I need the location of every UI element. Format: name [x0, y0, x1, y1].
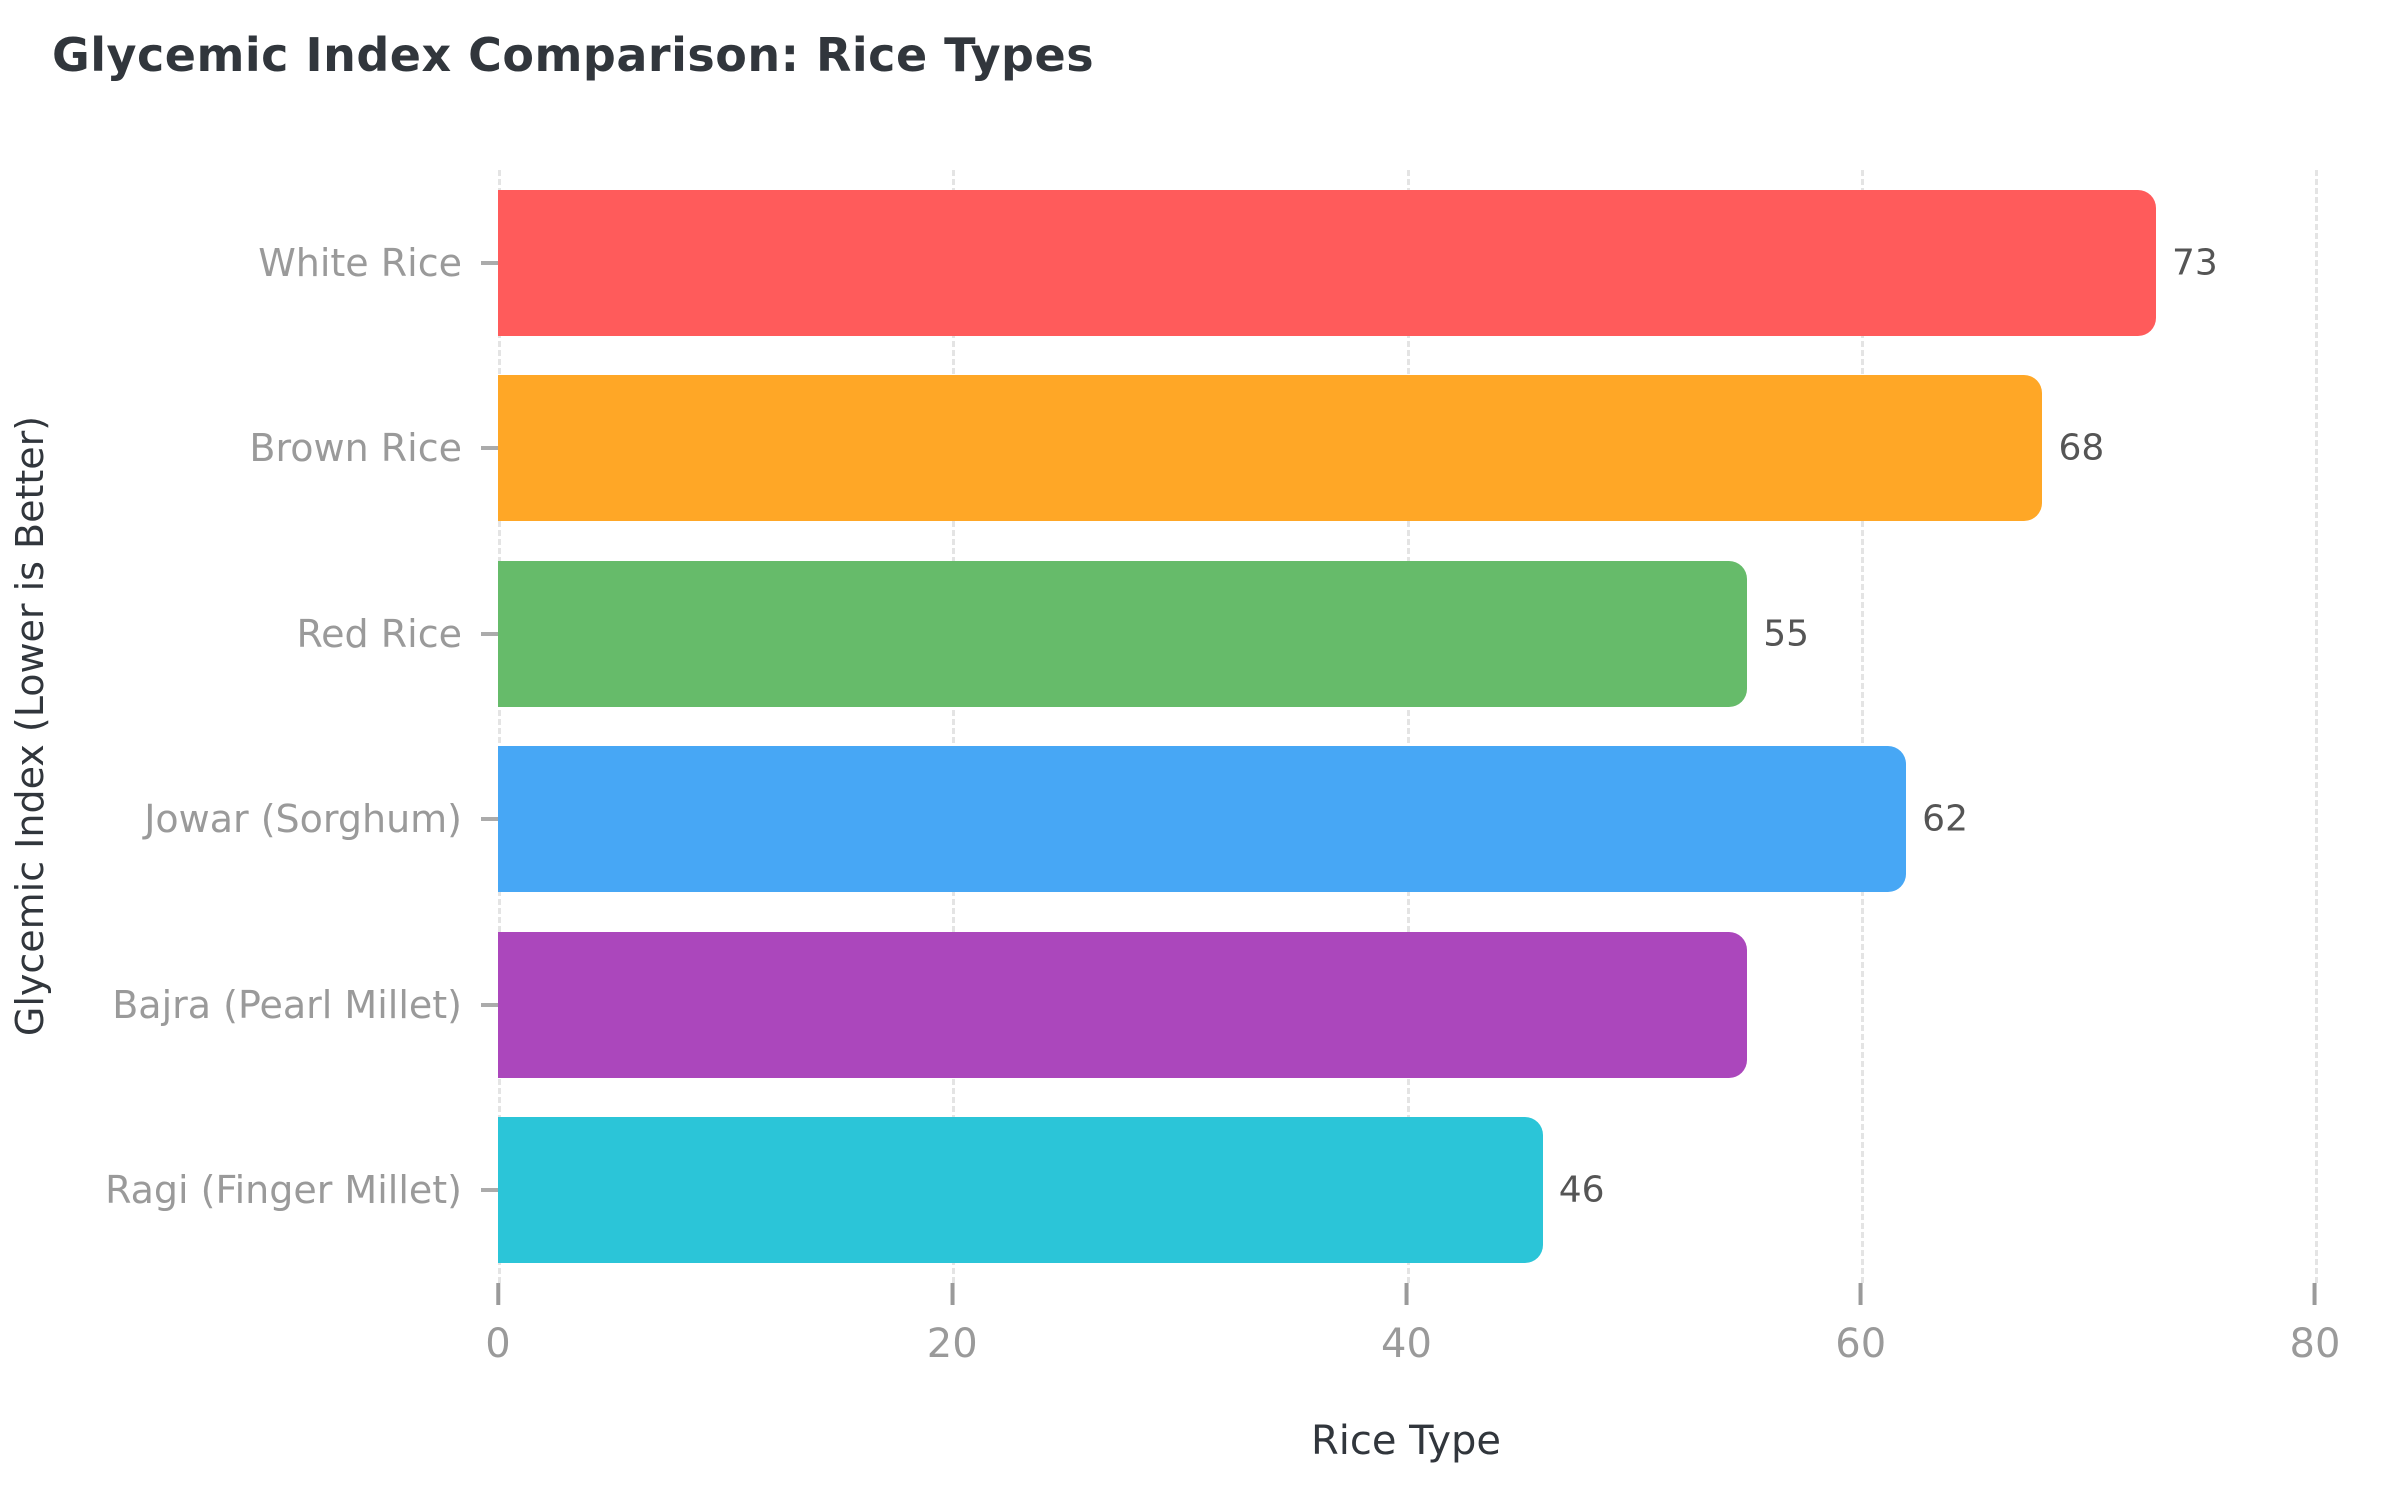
- x-tick-mark: [1858, 1283, 1863, 1305]
- bar-row: Brown Rice 68: [249, 356, 2315, 542]
- bar-value-label: 68: [2058, 427, 2105, 469]
- x-tick-label: 20: [926, 1321, 978, 1367]
- x-tick-mark: [495, 1283, 500, 1305]
- x-tick-mark: [950, 1283, 955, 1305]
- gridline-60: [1860, 170, 1864, 1283]
- bar-row: Red Rice 55: [296, 541, 2315, 727]
- gridline-40: [1406, 170, 1410, 1283]
- bar-row: Bajra (Pearl Millet): [112, 912, 2315, 1098]
- category-label: Red Rice: [296, 611, 462, 656]
- x-tick: 80: [2289, 1283, 2341, 1367]
- bar-row: White Rice 73: [258, 170, 2315, 356]
- x-tick-label: 40: [1381, 1321, 1432, 1367]
- x-tick: 20: [927, 1283, 978, 1367]
- x-tick: 40: [1381, 1283, 1432, 1367]
- category-tick-mark: [481, 260, 498, 265]
- x-tick: 0: [485, 1283, 511, 1367]
- bar: [498, 931, 1748, 1078]
- bar: 55: [498, 560, 1809, 707]
- category-tick-mark: [481, 1188, 498, 1193]
- bar: 73: [498, 189, 2218, 336]
- x-tick-mark: [2313, 1283, 2317, 1305]
- gridline-0: [498, 170, 501, 1283]
- x-tick-mark: [1404, 1283, 1409, 1305]
- chart-title: Glycemic Index Comparison: Rice Types: [52, 28, 1095, 82]
- category-label: Brown Rice: [249, 426, 462, 471]
- bar-row: Jowar (Sorghum) 62: [144, 727, 2315, 913]
- category-label: Ragi (Finger Millet): [105, 1168, 462, 1213]
- x-tick-label: 60: [1835, 1321, 1887, 1367]
- y-axis-title: Glycemic Index (Lower is Better): [8, 415, 52, 1037]
- plot-area: White Rice 73 Brown Rice 68 Red Rice 55 …: [105, 170, 2318, 1284]
- category-tick-mark: [481, 631, 498, 636]
- x-axis-title: Rice Type: [1310, 1418, 1502, 1464]
- category-tick-mark: [481, 446, 498, 451]
- x-tick-label: 80: [2289, 1321, 2341, 1367]
- x-tick-label: 0: [485, 1321, 511, 1367]
- gridline-20: [952, 170, 956, 1283]
- x-tick: 60: [1835, 1283, 1886, 1367]
- category-tick-mark: [481, 817, 498, 822]
- bar-rows: White Rice 73 Brown Rice 68 Red Rice 55 …: [105, 170, 2315, 1284]
- category-label: White Rice: [258, 240, 462, 285]
- category-tick-mark: [481, 1002, 498, 1007]
- bar-value-label: 62: [1922, 798, 1968, 840]
- bar-value-label: 55: [1763, 613, 1809, 655]
- bar-value-label: 46: [1558, 1169, 1605, 1211]
- bar: 62: [498, 746, 1968, 893]
- category-label: Bajra (Pearl Millet): [112, 982, 462, 1027]
- bar: 68: [498, 375, 2104, 522]
- bar-value-label: 73: [2172, 242, 2218, 284]
- gridline-80: [2315, 170, 2318, 1283]
- bar-row: Ragi (Finger Millet) 46: [105, 1098, 2315, 1284]
- category-label: Jowar (Sorghum): [144, 797, 462, 842]
- bar: 46: [498, 1117, 1605, 1264]
